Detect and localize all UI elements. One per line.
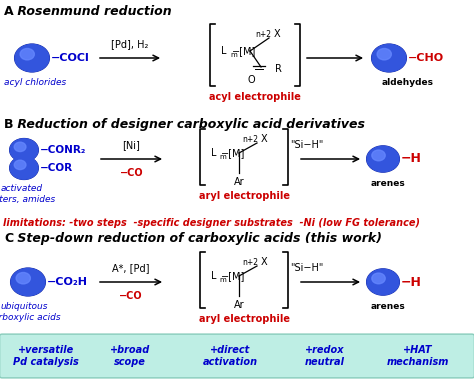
Text: L: L (210, 271, 216, 281)
Text: L: L (210, 148, 216, 158)
Circle shape (14, 160, 26, 169)
Circle shape (372, 150, 385, 161)
Text: m: m (230, 52, 237, 58)
Text: carboxylic acids: carboxylic acids (0, 313, 60, 322)
Text: ubiquitous: ubiquitous (0, 302, 48, 311)
Text: −CO: −CO (119, 291, 143, 301)
Text: C: C (4, 232, 13, 245)
Circle shape (10, 268, 46, 296)
Text: [Ni]: [Ni] (123, 140, 140, 150)
Circle shape (10, 157, 38, 179)
Circle shape (14, 142, 26, 152)
Text: −CO₂H: −CO₂H (47, 277, 88, 287)
Text: Ar: Ar (234, 177, 244, 187)
Text: −H: −H (401, 152, 422, 166)
Text: n+2: n+2 (242, 258, 258, 267)
Text: m: m (219, 277, 226, 283)
Text: Ar: Ar (234, 300, 244, 310)
Text: acyl electrophile: acyl electrophile (209, 92, 301, 102)
Text: aryl electrophile: aryl electrophile (199, 191, 290, 201)
Text: −CONR₂: −CONR₂ (40, 145, 86, 155)
Circle shape (10, 139, 38, 161)
FancyBboxPatch shape (0, 334, 474, 378)
Text: −CO: −CO (120, 168, 143, 178)
Text: X: X (261, 257, 267, 267)
Circle shape (367, 269, 399, 295)
Text: arenes: arenes (371, 302, 405, 311)
Text: B: B (4, 118, 13, 131)
Text: −H: −H (401, 276, 422, 288)
Text: +broad
scope: +broad scope (110, 345, 150, 367)
Circle shape (372, 44, 406, 72)
Text: O: O (247, 75, 255, 85)
Text: Rosenmund reduction: Rosenmund reduction (13, 5, 172, 18)
Text: X: X (261, 134, 267, 144)
Circle shape (10, 157, 38, 179)
Circle shape (367, 146, 399, 172)
Text: esters, amides: esters, amides (0, 195, 55, 204)
Text: +direct
activation: +direct activation (202, 345, 257, 367)
Circle shape (11, 268, 45, 296)
Circle shape (20, 49, 35, 60)
Text: acyl chlorides: acyl chlorides (4, 78, 66, 87)
Text: n+2: n+2 (255, 30, 271, 39)
Circle shape (15, 44, 49, 72)
Text: [Pd], H₂: [Pd], H₂ (111, 39, 149, 49)
Text: "Si−H": "Si−H" (290, 140, 324, 150)
Text: +HAT
mechanism: +HAT mechanism (387, 345, 449, 367)
Circle shape (16, 273, 30, 284)
Text: +redox
neutral: +redox neutral (305, 345, 345, 367)
Text: arenes: arenes (371, 179, 405, 188)
Text: A*, [Pd]: A*, [Pd] (112, 263, 150, 273)
Circle shape (372, 273, 385, 284)
Text: −COCl: −COCl (51, 53, 90, 63)
Circle shape (15, 44, 49, 72)
Text: aldehydes: aldehydes (382, 78, 434, 87)
Text: "Si−H": "Si−H" (290, 263, 324, 273)
Text: m: m (219, 154, 226, 160)
Text: −[M]: −[M] (232, 46, 256, 56)
Text: Step-down reduction of carboxylic acids (this work): Step-down reduction of carboxylic acids … (13, 232, 382, 245)
Text: −[M]: −[M] (221, 271, 246, 281)
Circle shape (377, 49, 392, 60)
Text: −CHO: −CHO (408, 53, 444, 63)
Text: activated: activated (1, 184, 43, 193)
Text: R: R (275, 64, 282, 74)
Text: +versatile
Pd catalysis: +versatile Pd catalysis (13, 345, 79, 367)
Text: limitations: -two steps  -specific designer substrates  -Ni (low FG tolerance): limitations: -two steps -specific design… (3, 218, 420, 228)
Text: L: L (221, 46, 227, 56)
Circle shape (10, 139, 38, 161)
Text: X: X (273, 29, 280, 39)
Circle shape (367, 146, 399, 172)
Circle shape (372, 44, 406, 72)
Text: −COR: −COR (40, 163, 73, 173)
Text: A: A (4, 5, 14, 18)
Circle shape (367, 269, 399, 295)
Text: Reduction of designer carboxylic acid derivatives: Reduction of designer carboxylic acid de… (13, 118, 365, 131)
Text: −[M]: −[M] (221, 148, 246, 158)
Text: n+2: n+2 (242, 135, 258, 144)
Text: aryl electrophile: aryl electrophile (199, 314, 290, 324)
